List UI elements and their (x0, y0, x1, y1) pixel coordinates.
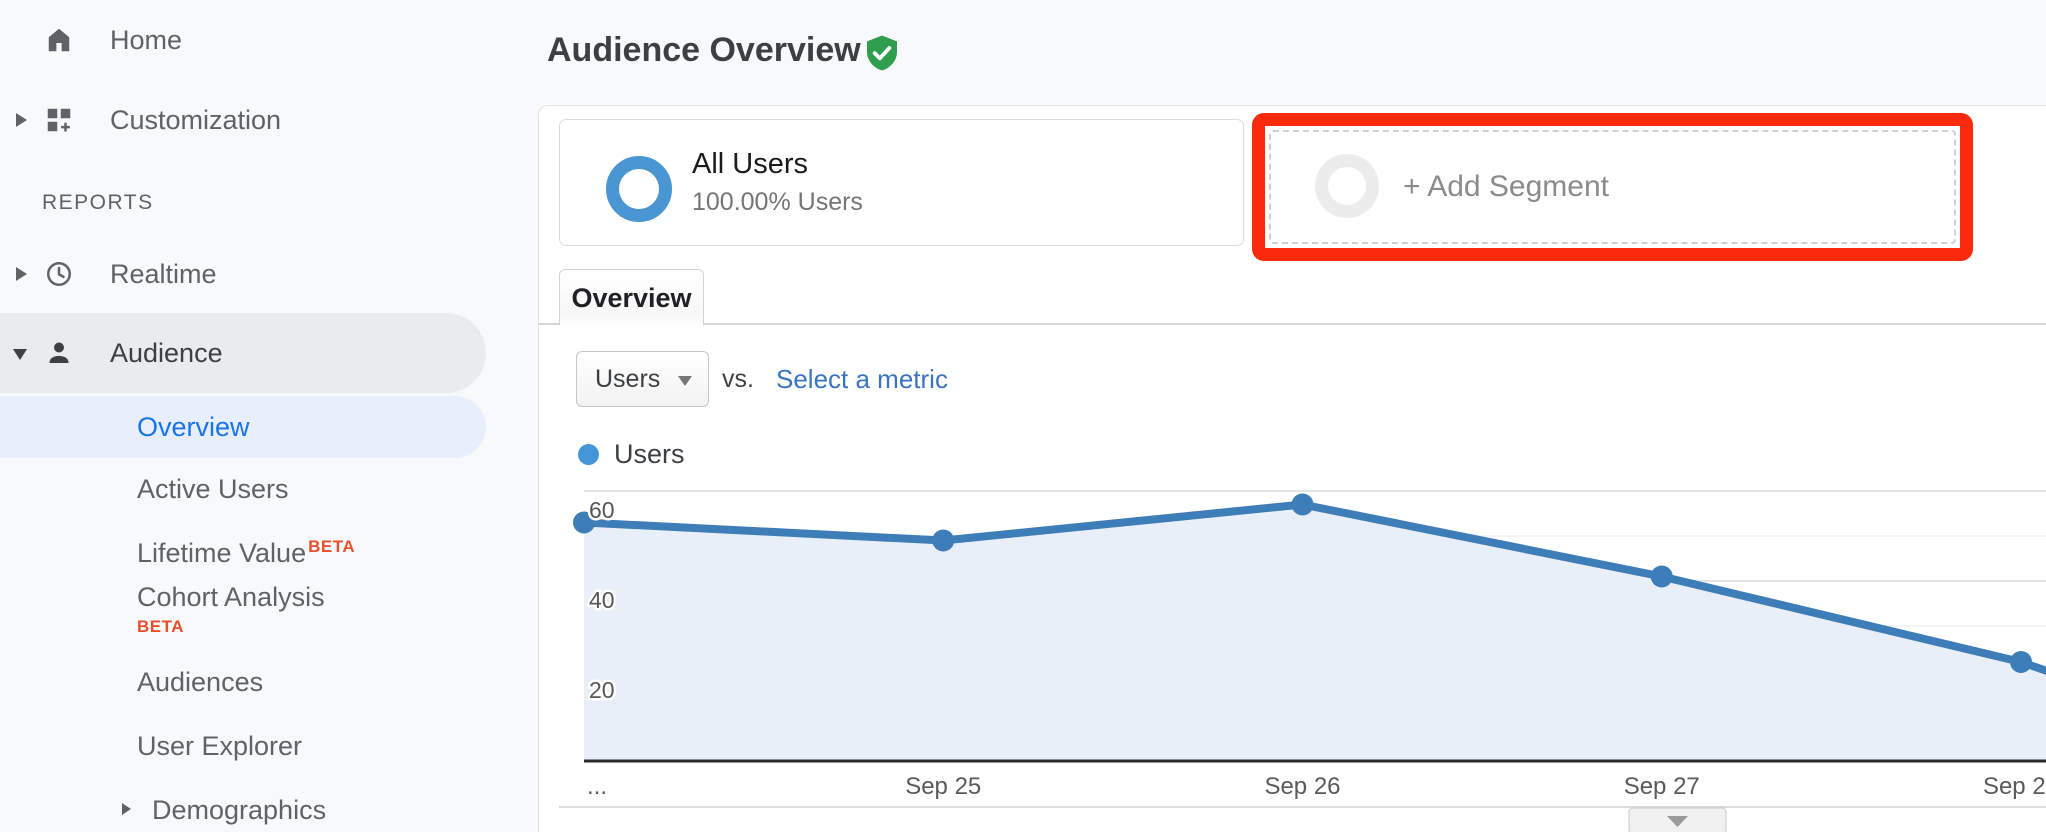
metric-dropdown[interactable]: Users (576, 351, 709, 407)
sidebar-item-label: Lifetime Value BETA (137, 537, 356, 568)
sidebar-item-label: Cohort Analysis (137, 582, 325, 612)
sidebar-item-label: Demographics (152, 795, 327, 825)
sidebar-item-overview[interactable]: Overview (0, 396, 486, 458)
sidebar-item-cohort-analysis[interactable]: Cohort Analysis BETA (0, 573, 486, 645)
sidebar-item-label: Overview (137, 412, 250, 442)
sidebar-item-active-users[interactable]: Active Users (0, 457, 486, 521)
add-segment-circle-icon (1315, 154, 1379, 218)
svg-text:Sep 28: Sep 28 (1983, 773, 2046, 800)
chart-legend: Users (578, 434, 685, 474)
verified-shield-icon (867, 35, 897, 71)
vs-label: vs. (722, 365, 754, 393)
legend-dot-icon (578, 443, 599, 465)
sidebar-item-lifetime-value[interactable]: Lifetime Value BETA (0, 521, 486, 585)
sidebar-item-label: Active Users (137, 474, 289, 504)
svg-text:...: ... (587, 773, 607, 800)
metric-dropdown-value: Users (595, 364, 661, 393)
sidebar-item-realtime[interactable]: Realtime (0, 242, 486, 306)
segment-circle-icon (606, 156, 672, 222)
add-segment-button[interactable]: + Add Segment (1269, 130, 1956, 244)
sidebar-item-home[interactable]: Home (0, 8, 486, 72)
sidebar-item-label: Audiences (137, 667, 264, 697)
segment-detail: 100.00% Users (692, 188, 863, 216)
expand-caret-icon (16, 113, 27, 127)
sidebar-item-demographics[interactable]: Demographics (0, 778, 486, 832)
chart-collapse-button[interactable] (1628, 807, 1727, 832)
svg-text:Sep 27: Sep 27 (1624, 773, 1700, 800)
svg-text:20: 20 (589, 677, 615, 703)
segment-name: All Users (692, 148, 809, 180)
sidebar-item-label: Customization (110, 105, 282, 135)
sidebar: Home Customization REPORTS Realtime (0, 0, 520, 832)
expand-caret-icon (122, 803, 131, 815)
svg-text:40: 40 (589, 587, 615, 613)
sidebar-item-audiences[interactable]: Audiences (0, 650, 486, 714)
clock-icon (46, 261, 72, 287)
sidebar-item-label: Home (110, 25, 183, 55)
collapse-caret-icon (13, 349, 27, 360)
report-panel: All Users 100.00% Users + Add Segment Ov… (538, 105, 2046, 832)
beta-badge: BETA (137, 617, 185, 636)
chevron-down-icon (678, 376, 692, 386)
customization-icon (47, 108, 71, 132)
users-line-chart: 20 40 60 ... Sep 25 Sep 26 Sep 27 Sep 28 (559, 490, 2046, 832)
add-segment-highlight-box: + Add Segment (1252, 113, 1973, 261)
person-icon (49, 342, 69, 363)
tab-bar-divider (539, 323, 2046, 325)
sidebar-item-user-explorer[interactable]: User Explorer (0, 714, 486, 778)
select-metric-link[interactable]: Select a metric (776, 364, 948, 394)
segment-all-users[interactable]: All Users 100.00% Users (559, 119, 1244, 246)
sidebar-item-label: Audience (110, 338, 223, 368)
svg-text:Sep 25: Sep 25 (905, 773, 981, 800)
svg-text:Sep 26: Sep 26 (1264, 773, 1340, 800)
page-title: Audience Overview (547, 31, 861, 69)
tab-overview[interactable]: Overview (559, 269, 704, 325)
beta-badge: BETA (308, 537, 356, 556)
expand-caret-icon (16, 267, 27, 281)
add-segment-label: + Add Segment (1403, 170, 1609, 203)
home-icon (48, 28, 70, 52)
chevron-down-icon (1667, 816, 1688, 827)
sidebar-item-audience[interactable]: Audience (0, 313, 486, 393)
sidebar-item-customization[interactable]: Customization (0, 88, 486, 152)
svg-text:60: 60 (589, 497, 615, 523)
legend-label: Users (614, 438, 685, 469)
sidebar-item-label: User Explorer (137, 731, 303, 761)
sidebar-section-reports: REPORTS (42, 191, 154, 214)
sidebar-item-label: Realtime (110, 259, 217, 289)
